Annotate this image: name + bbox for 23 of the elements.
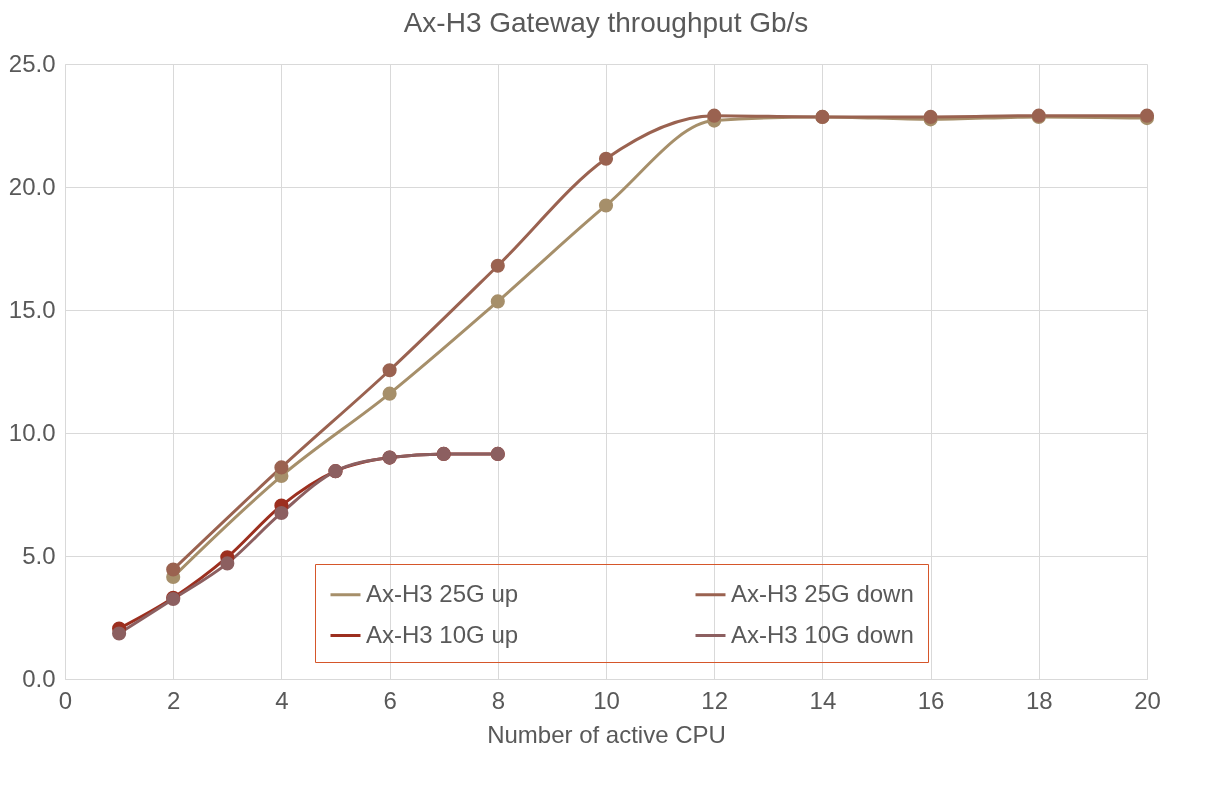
y-tick-label: 15.0 xyxy=(8,295,56,323)
x-tick-label: 14 xyxy=(809,686,837,714)
legend-label: Ax-H3 25G up xyxy=(366,579,519,607)
chart-title: Ax-H3 Gateway throughput Gb/s xyxy=(403,7,809,38)
legend-label: Ax-H3 10G up xyxy=(366,620,519,648)
x-tick-label: 16 xyxy=(917,686,945,714)
y-tick-label: 10.0 xyxy=(8,418,56,446)
legend-label: Ax-H3 10G down xyxy=(731,620,914,648)
x-tick-label: 0 xyxy=(58,686,73,714)
x-axis-title: Number of active CPU xyxy=(487,720,726,748)
x-tick-label: 6 xyxy=(383,686,397,714)
x-tick-label: 12 xyxy=(701,686,729,714)
y-tick-label: 0.0 xyxy=(22,664,56,692)
x-tick-label: 18 xyxy=(1025,686,1053,714)
y-tick-label: 25.0 xyxy=(8,49,56,77)
x-tick-label: 2 xyxy=(167,686,181,714)
x-tick-label: 20 xyxy=(1134,686,1161,714)
x-tick-label: 10 xyxy=(593,686,620,714)
x-tick-label: 4 xyxy=(275,686,289,714)
y-tick-label: 5.0 xyxy=(22,541,56,569)
legend-label: Ax-H3 25G down xyxy=(731,579,914,607)
y-tick-label: 20.0 xyxy=(8,172,56,200)
x-tick-label: 8 xyxy=(491,686,505,714)
